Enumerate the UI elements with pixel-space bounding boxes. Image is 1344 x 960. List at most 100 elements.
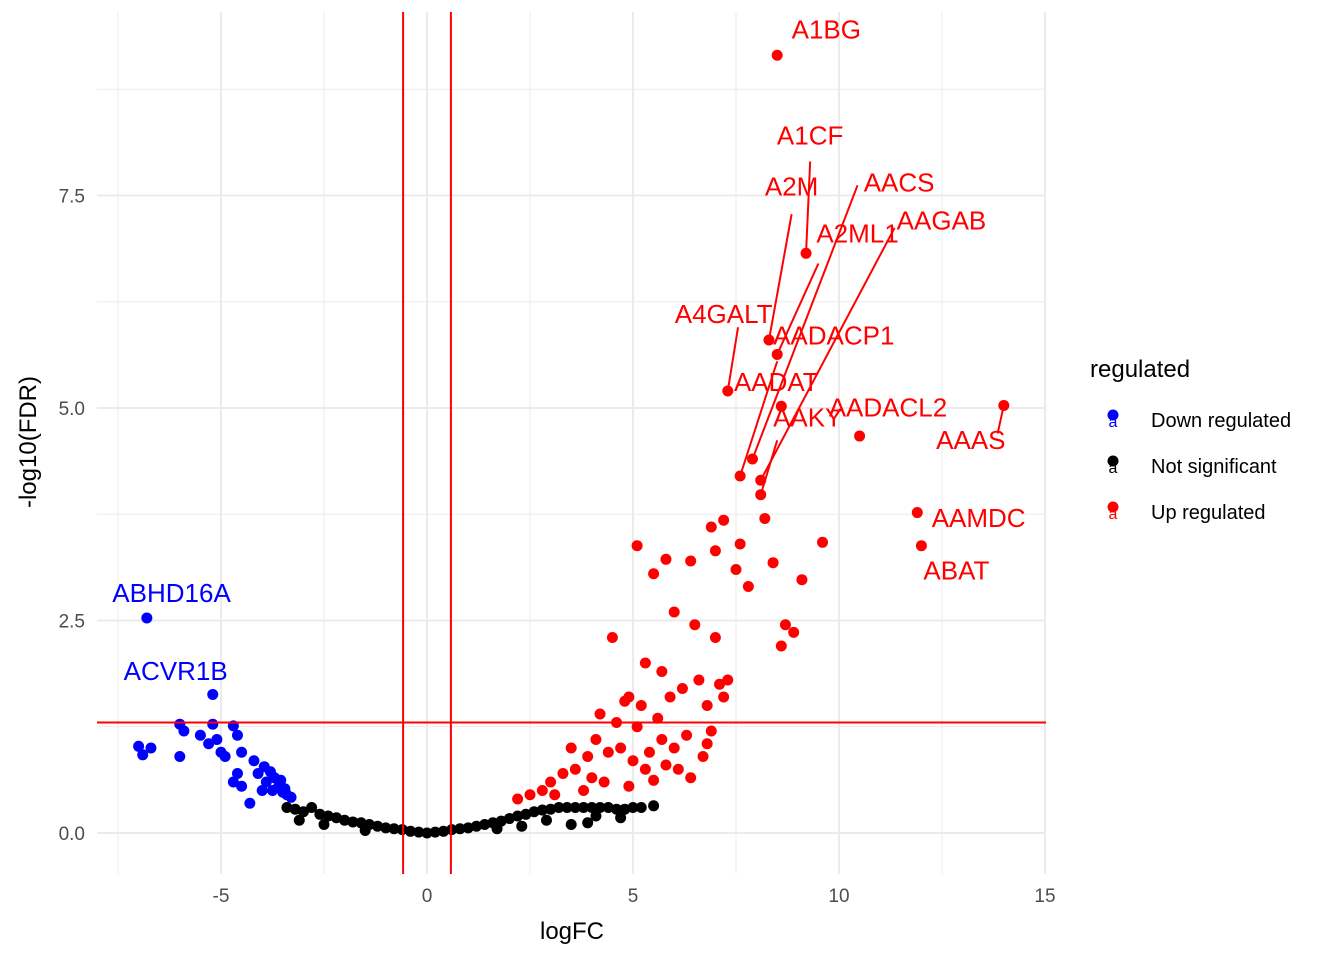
legend: regulated a Down regulated a Not significan… — [1090, 356, 1291, 524]
data-point — [615, 812, 627, 824]
gene-label: ACVR1B — [124, 656, 228, 686]
legend-key-glyph: a — [1109, 414, 1118, 431]
data-point — [701, 700, 713, 711]
data-point — [701, 738, 713, 750]
data-point — [759, 513, 771, 524]
data-point — [705, 521, 717, 533]
x-axis-title: logFC — [540, 918, 604, 945]
data-point — [512, 810, 524, 822]
data-point — [569, 763, 581, 775]
data-point — [145, 742, 157, 754]
gene-label: AADACP1 — [773, 320, 894, 350]
data-point — [685, 772, 697, 784]
legend-key-glyph: a — [1109, 460, 1118, 477]
data-point — [709, 632, 721, 643]
data-point — [553, 802, 565, 813]
data-point — [528, 806, 540, 818]
y-tick-label: 0.0 — [59, 824, 85, 845]
data-point — [318, 819, 330, 830]
grid-lines — [97, 12, 1046, 874]
data-point — [619, 695, 631, 707]
data-point — [267, 785, 278, 796]
data-point — [854, 430, 866, 442]
data-point — [615, 742, 627, 754]
data-point — [648, 800, 660, 812]
data-point — [219, 751, 231, 762]
data-point — [578, 802, 590, 813]
data-point — [689, 619, 701, 631]
data-point — [339, 814, 351, 826]
data-point — [557, 768, 569, 779]
gene-label: AAKY — [773, 403, 842, 433]
data-point — [722, 674, 734, 686]
legend-item-label: Up regulated — [1151, 502, 1266, 524]
data-point — [231, 729, 243, 741]
data-point — [314, 808, 326, 820]
data-point — [911, 507, 923, 519]
data-point — [347, 816, 359, 828]
data-point — [668, 606, 680, 618]
data-point — [639, 657, 651, 669]
data-point — [231, 768, 243, 779]
legend-key-glyph: a — [1109, 506, 1118, 523]
data-point — [429, 826, 441, 838]
data-point — [730, 564, 742, 575]
x-axis-ticks: -5 0 5 10 15 — [213, 886, 1056, 907]
legend-item-label: Not significant — [1151, 456, 1277, 478]
data-point — [569, 802, 581, 813]
threshold-lines — [97, 12, 1046, 874]
data-point — [681, 729, 693, 741]
annotation-leader-line — [759, 440, 779, 495]
data-point — [627, 802, 639, 813]
data-point — [714, 678, 726, 690]
annotation-leader-line — [739, 360, 779, 477]
data-point — [578, 785, 590, 796]
gene-label: AADACL2 — [829, 393, 948, 423]
data-point — [275, 774, 287, 786]
data-point — [293, 814, 305, 826]
x-tick-label: 0 — [422, 886, 433, 907]
gene-label: AAGAB — [897, 206, 987, 236]
data-point — [643, 746, 655, 758]
gene-label: AAAS — [936, 425, 1005, 455]
data-point — [540, 814, 552, 826]
y-axis-ticks: 0.0 2.5 5.0 7.5 — [59, 187, 85, 846]
data-point — [322, 810, 334, 822]
data-point — [779, 619, 791, 631]
annotation-leader-line — [996, 405, 1005, 434]
data-point — [767, 557, 779, 569]
data-point — [203, 738, 215, 750]
data-point — [236, 780, 248, 792]
data-point — [207, 688, 219, 700]
data-point — [672, 763, 684, 775]
data-point — [590, 810, 602, 822]
data-point — [775, 400, 787, 412]
data-point — [178, 725, 190, 737]
gene-label: A1BG — [792, 14, 861, 44]
gene-label: A2ML1 — [816, 218, 898, 248]
data-point — [413, 826, 425, 838]
data-point — [656, 734, 668, 745]
data-point — [598, 776, 610, 788]
data-point — [788, 626, 800, 638]
data-point — [635, 802, 647, 813]
data-point — [244, 797, 256, 809]
data-point — [258, 761, 270, 773]
data-point — [656, 666, 668, 677]
data-point — [207, 718, 219, 730]
data-point — [260, 776, 272, 788]
data-point — [256, 785, 268, 796]
data-point — [693, 674, 705, 686]
data-point — [631, 721, 643, 733]
data-point — [648, 568, 660, 580]
data-point — [639, 763, 651, 775]
data-point — [133, 740, 145, 752]
data-point — [718, 514, 730, 526]
gene-label: AADAT — [734, 367, 819, 397]
data-point — [545, 776, 557, 788]
data-point — [194, 729, 206, 741]
data-point — [676, 683, 688, 694]
data-point — [380, 822, 392, 834]
data-point — [248, 755, 260, 767]
